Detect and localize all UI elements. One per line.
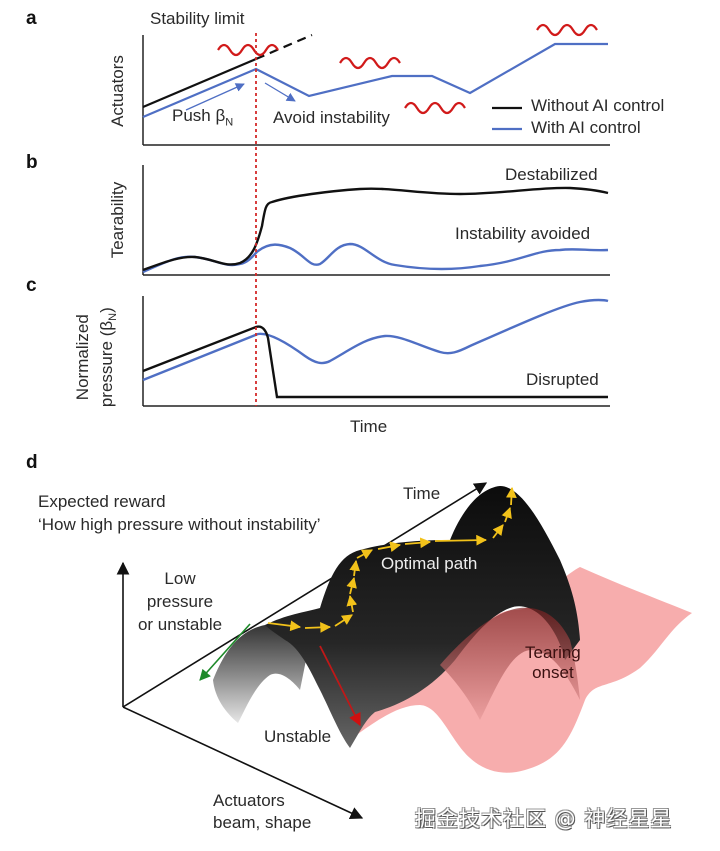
tearing-onset-surface	[355, 567, 692, 773]
time-arrow-label: Time	[403, 484, 441, 503]
tearing-onset-label: Tearing onset	[525, 643, 581, 683]
unstable-label: Unstable	[264, 727, 332, 746]
panel-a-letter: a	[26, 8, 37, 29]
panel-b	[142, 165, 610, 276]
panel-b-without-ai-curve	[142, 186, 609, 272]
actuators-axis-label: Actuators beam, shape	[213, 790, 311, 834]
actuators-axis	[122, 706, 364, 819]
panel-b-with-ai-curve	[142, 242, 609, 274]
panel-a-with-ai-line	[142, 42, 608, 119]
disrupted-label: Disrupted	[526, 370, 599, 389]
instability-wave-icon	[404, 101, 466, 115]
push-arrow	[185, 83, 245, 111]
stability-limit-label: Stability limit	[150, 9, 245, 28]
avoid-arrow	[264, 82, 296, 102]
panel-b-letter: b	[26, 152, 38, 173]
time-axis-label: Time	[350, 417, 388, 436]
time-axis	[122, 482, 488, 708]
optimal-path	[267, 486, 517, 633]
unstable-arrow	[319, 645, 361, 727]
instability-avoided-label: Instability avoided	[455, 224, 591, 243]
legend-label-without-ai: Without AI control	[531, 96, 665, 115]
panel-a-without-ai-dashed-extension	[255, 33, 313, 61]
watermark: 掘金技术社区 @ 神经星星	[415, 807, 673, 831]
low-pressure-line3: or unstable	[137, 615, 223, 634]
push-beta-text: Push β	[172, 106, 226, 125]
panel-c	[142, 296, 610, 407]
panel-a	[142, 23, 610, 146]
instability-wave-icon	[217, 43, 279, 57]
panel-d-letter: d	[26, 452, 38, 473]
panel-c-without-ai-curve	[142, 325, 608, 399]
tearing-onset-line1: Tearing	[525, 643, 581, 662]
panel-c-ylabel-line2: pressure (βN)	[95, 292, 125, 422]
destabilized-label: Destabilized	[505, 165, 598, 184]
low-pressure-line2: pressure	[146, 592, 214, 611]
panel-c-letter: c	[26, 275, 37, 296]
instability-wave-icon	[536, 23, 598, 37]
panel-c-ylabel-sub: N	[107, 312, 120, 321]
reward-surface-left-fold	[213, 624, 308, 723]
low-pressure-arrow	[199, 623, 251, 681]
reward-surface-main	[265, 486, 580, 748]
instability-wave-icon	[339, 56, 401, 70]
low-pressure-label: Low pressure or unstable	[130, 567, 230, 636]
actuators-line2: beam, shape	[213, 813, 312, 832]
legend-label-with-ai: With AI control	[531, 118, 641, 137]
avoid-instability-label: Avoid instability	[273, 108, 390, 127]
panel-a-without-ai-line	[142, 57, 257, 109]
tearing-onset-line2: onset	[532, 663, 574, 682]
tearing-overlap-region	[440, 607, 580, 720]
panel-b-ylabel: Tearability	[108, 181, 127, 259]
expected-reward-subtitle: ‘How high pressure without instability’	[38, 515, 321, 534]
panel-c-ylabel-text: pressure (β	[96, 320, 116, 408]
low-pressure-line1: Low	[164, 569, 196, 588]
panel-d	[116, 482, 692, 819]
push-beta-label: Push βN	[172, 106, 233, 128]
panel-a-ylabel: Actuators	[108, 55, 127, 127]
panel-c-ylabel-close: )	[96, 307, 116, 313]
push-beta-subscript: N	[225, 116, 234, 129]
panel-c-ylabel-line1: Normalized	[72, 314, 92, 401]
expected-reward-title: Expected reward	[38, 492, 166, 511]
panel-c-ylabel: Normalized pressure (βN)	[71, 292, 125, 422]
actuators-line1: Actuators	[213, 791, 285, 810]
optimal-path-label: Optimal path	[381, 554, 478, 573]
panel-c-with-ai-curve	[142, 298, 609, 382]
